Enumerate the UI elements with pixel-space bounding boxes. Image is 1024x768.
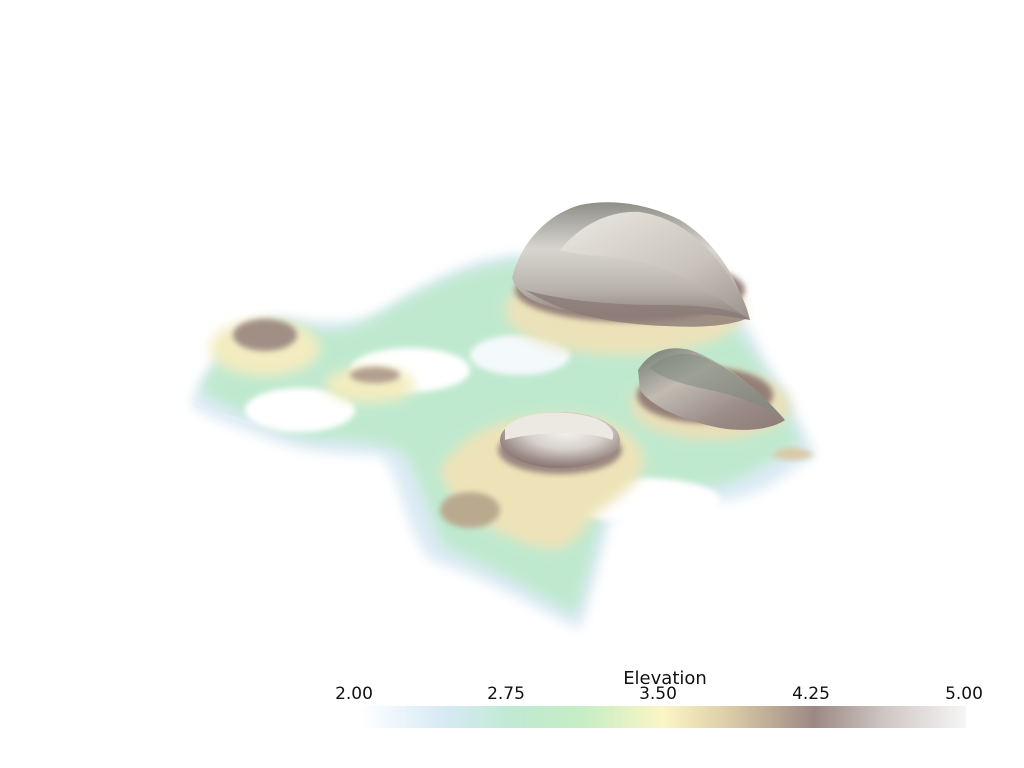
- central-dome-peak: [500, 412, 620, 468]
- scalar-bar-title: Elevation: [623, 668, 707, 689]
- right-edge-nub: [770, 447, 815, 461]
- terrain-valley: [245, 335, 720, 522]
- scalar-bar-tick: 5.00: [945, 684, 983, 704]
- main-mountain-peak: [512, 202, 750, 327]
- scalar-bar-tick: 4.25: [792, 684, 830, 704]
- scalar-bar-tick: 3.50: [639, 684, 677, 704]
- right-ridge-peak: [638, 348, 785, 430]
- left-surface-edge: [190, 405, 265, 430]
- scalar-bar-colormap: [360, 706, 966, 728]
- scalar-bar-legend: Elevation 2.00 2.75 3.50 4.25 5.00: [330, 668, 990, 738]
- scalar-bar-tick: 2.00: [335, 684, 373, 704]
- scalar-bar-tick: 2.75: [487, 684, 525, 704]
